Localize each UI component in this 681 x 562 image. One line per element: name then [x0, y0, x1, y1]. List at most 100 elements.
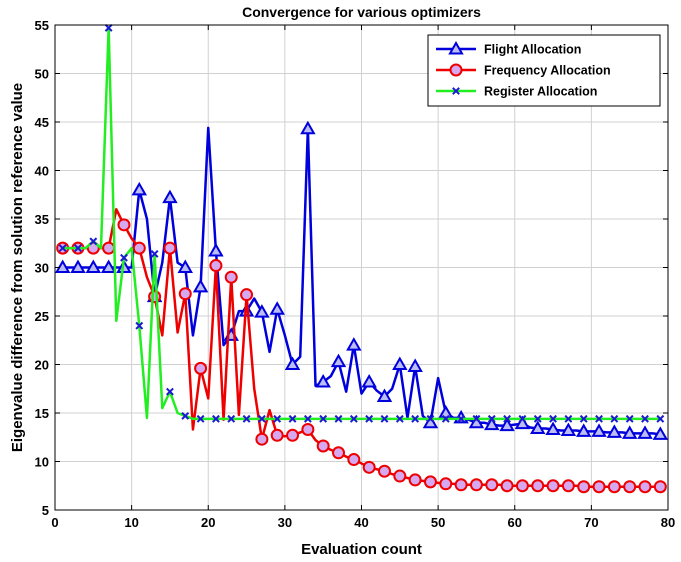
legend-label: Frequency Allocation: [484, 64, 611, 78]
x-tick-label: 40: [354, 515, 368, 530]
y-tick-label: 50: [35, 67, 49, 82]
data-point: [288, 414, 297, 423]
marker-stroke: [549, 414, 557, 423]
y-tick-label: 5: [42, 503, 49, 518]
x-tick-label: 30: [278, 515, 292, 530]
data-point: [330, 353, 347, 368]
data-point: [319, 414, 328, 423]
data-point: [74, 244, 82, 253]
data-point: [148, 290, 162, 304]
data-point: [457, 414, 466, 423]
marker-stroke: [533, 414, 542, 423]
data-point: [610, 414, 619, 423]
data-point: [423, 475, 437, 489]
data-point: [346, 337, 362, 351]
data-point: [656, 414, 665, 423]
data-point: [347, 453, 361, 467]
data-point: [181, 412, 190, 420]
legend-items: Flight Allocation Frequency Allocation Reg…: [436, 40, 611, 99]
marker-stroke: [503, 414, 511, 423]
data-point: [178, 287, 192, 301]
marker-stroke: [441, 414, 450, 423]
x-tick-label: 60: [508, 515, 522, 530]
legend-marker: [452, 87, 460, 95]
data-point: [284, 356, 301, 370]
data-point: [653, 480, 667, 494]
data-point: [240, 288, 254, 302]
data-point: [286, 428, 300, 442]
marker-stroke: [625, 414, 634, 423]
legend-label: Flight Allocation: [484, 43, 581, 57]
data-point: [120, 253, 128, 262]
data-point: [102, 241, 116, 255]
data-point: [638, 480, 652, 494]
marker-stroke: [472, 414, 481, 423]
data-point: [104, 24, 113, 32]
y-tick-label: 45: [35, 115, 49, 130]
marker-stroke: [212, 414, 220, 423]
data-point: [194, 361, 208, 375]
legend-entry: Register Allocation: [436, 85, 597, 99]
legend-entry: Frequency Allocation: [436, 63, 611, 78]
marker-stroke: [610, 414, 619, 423]
ticks: 0 10 20 30 40 50 60 70 80 5 10 15 20 25 30 35 40 45 50 55: [35, 18, 676, 530]
x-tick-label: 20: [201, 515, 215, 530]
data-point: [376, 388, 393, 403]
data-point: [500, 479, 514, 493]
data-point: [269, 301, 285, 315]
data-point: [100, 259, 117, 273]
marker-stroke: [641, 414, 649, 423]
data-point: [208, 242, 224, 257]
marker-stroke: [196, 414, 205, 423]
data-point: [270, 428, 284, 442]
data-point: [637, 425, 653, 439]
series-line: [62, 126, 661, 436]
data-point: [592, 480, 606, 494]
data-point: [472, 414, 481, 423]
data-point: [607, 480, 621, 494]
data-point: [58, 244, 67, 253]
data-point: [162, 189, 178, 204]
marker-stroke: [319, 414, 328, 423]
data-point: [380, 414, 389, 423]
data-point: [438, 404, 454, 419]
data-point: [362, 460, 376, 474]
data-point: [564, 414, 573, 423]
y-axis-title: Eigenvalue difference from solution refe…: [9, 83, 26, 452]
data-point: [560, 422, 577, 436]
data-point: [441, 414, 450, 423]
y-tick-label: 25: [35, 309, 49, 324]
x-tick-label: 80: [661, 515, 675, 530]
data-point: [514, 415, 531, 430]
legend-marker: [448, 40, 464, 55]
data-point: [641, 414, 649, 423]
data-point: [561, 479, 575, 493]
x-tick-label: 70: [584, 515, 598, 530]
data-point: [515, 479, 529, 493]
marker-stroke: [411, 414, 420, 423]
marker-stroke: [104, 24, 113, 32]
data-point: [487, 414, 496, 423]
marker-stroke: [227, 414, 236, 423]
series-group: [54, 24, 669, 494]
marker-stroke: [457, 414, 466, 423]
data-point: [621, 425, 638, 439]
data-point: [54, 259, 71, 273]
data-point: [303, 414, 312, 423]
data-point: [177, 259, 193, 273]
marker-stroke: [452, 87, 460, 95]
marker-stroke: [58, 244, 67, 253]
y-tick-label: 40: [35, 164, 49, 179]
data-point: [426, 414, 435, 423]
marker-stroke: [242, 414, 251, 423]
marker-stroke: [181, 412, 190, 420]
data-point: [89, 237, 98, 246]
marker-stroke: [579, 414, 588, 423]
data-point: [407, 358, 423, 372]
marker-stroke: [518, 414, 527, 423]
data-point: [365, 414, 374, 423]
data-point: [227, 414, 236, 423]
data-point: [332, 446, 346, 460]
data-point: [531, 479, 545, 493]
